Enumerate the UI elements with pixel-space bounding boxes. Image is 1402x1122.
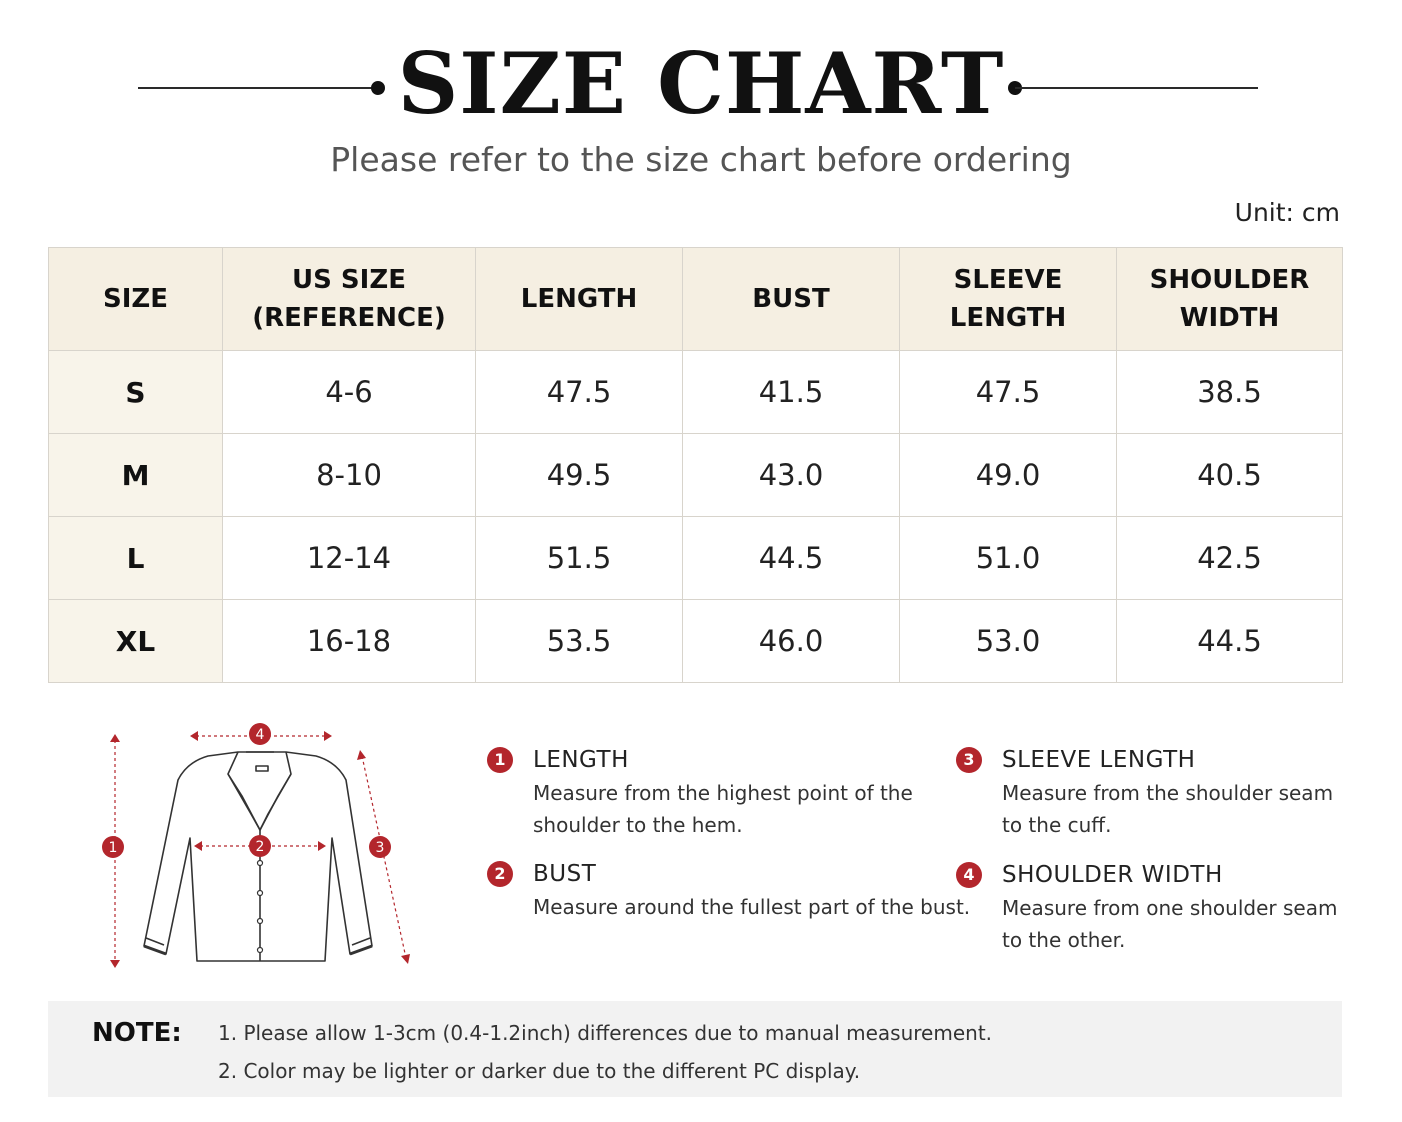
marker-3-icon: 3: [369, 836, 391, 858]
legend-description-line: Measure from the shoulder seam: [1002, 781, 1334, 805]
note-label: NOTE:: [92, 1018, 182, 1048]
table-header-row: SIZE US SIZE (REFERENCE) LENGTH BUST SLE…: [48, 247, 1343, 351]
legend-number-badge: 4: [956, 862, 982, 888]
legend-title: LENGTH: [533, 747, 629, 773]
shoulder-width-cell: 42.5: [1116, 516, 1343, 600]
table-row: XL 16-18 53.5 46.0 53.0 44.5: [48, 599, 1343, 683]
header-length: LENGTH: [475, 247, 683, 351]
svg-text:1: 1: [109, 840, 118, 856]
legend-shoulder-width: 4 SHOULDER WIDTH Measure from one should…: [956, 862, 1376, 952]
us-size-cell: 4-6: [222, 350, 476, 434]
header-line: SHOULDER: [1149, 265, 1310, 295]
size-cell: XL: [48, 599, 223, 683]
legend-title: SLEEVE LENGTH: [1002, 747, 1196, 773]
marker-4-icon: 4: [249, 723, 271, 745]
legend-number-badge: 3: [956, 747, 982, 773]
bust-cell: 46.0: [682, 599, 900, 683]
legend-description: Measure from the highest point of the sh…: [533, 777, 933, 841]
note-line: 1. Please allow 1-3cm (0.4-1.2inch) diff…: [218, 1021, 993, 1045]
marker-1-icon: 1: [102, 836, 124, 858]
legend-sleeve-length: 3 SLEEVE LENGTH Measure from the shoulde…: [956, 747, 1376, 837]
bust-cell: 44.5: [682, 516, 900, 600]
shoulder-width-cell: 40.5: [1116, 433, 1343, 517]
note-box: NOTE: 1. Please allow 1-3cm (0.4-1.2inch…: [48, 1001, 1342, 1097]
shirt-buttons: [256, 859, 264, 954]
note-line: 2. Color may be lighter or darker due to…: [218, 1059, 861, 1083]
measurement-markers: 1 2 3 4: [102, 723, 391, 858]
legend-description: Measure from one shoulder seam to the ot…: [1002, 892, 1382, 956]
legend-description-line: shoulder to the hem.: [533, 813, 743, 837]
length-cell: 47.5: [475, 350, 683, 434]
size-cell: M: [48, 433, 223, 517]
table-row: M 8-10 49.5 43.0 49.0 40.5: [48, 433, 1343, 517]
unit-label: Unit: cm: [1234, 198, 1340, 227]
header-sleeve-length: SLEEVE LENGTH: [899, 247, 1117, 351]
length-cell: 53.5: [475, 599, 683, 683]
sleeve-length-cell: 53.0: [899, 599, 1117, 683]
size-cell: L: [48, 516, 223, 600]
header-line: SIZE: [102, 284, 168, 314]
sleeve-length-cell: 51.0: [899, 516, 1117, 600]
header-line: BUST: [752, 284, 830, 314]
legend-title: SHOULDER WIDTH: [1002, 862, 1223, 888]
title-dot-left: [371, 81, 385, 95]
title-rule-left: [138, 87, 378, 89]
us-size-cell: 8-10: [222, 433, 476, 517]
length-cell: 49.5: [475, 433, 683, 517]
size-table: SIZE US SIZE (REFERENCE) LENGTH BUST SLE…: [48, 247, 1343, 683]
header-shoulder-width: SHOULDER WIDTH: [1116, 247, 1343, 351]
legend-bust: 2 BUST Measure around the fullest part o…: [487, 861, 970, 921]
legend-description-line: Measure from one shoulder seam: [1002, 896, 1338, 920]
header-line: LENGTH: [520, 284, 638, 314]
svg-text:2: 2: [256, 839, 265, 855]
shoulder-width-cell: 38.5: [1116, 350, 1343, 434]
bust-cell: 43.0: [682, 433, 900, 517]
header-size: SIZE: [48, 247, 223, 351]
table-row: L 12-14 51.5 44.5 51.0 42.5: [48, 516, 1343, 600]
header-line: LENGTH: [949, 303, 1067, 333]
header-bust: BUST: [682, 247, 900, 351]
legend-description-line: Measure around the fullest part of the b…: [533, 895, 971, 919]
header-line: (REFERENCE): [252, 303, 446, 333]
legend-description-line: Measure from the highest point of the: [533, 781, 913, 805]
legend-description: Measure around the fullest part of the b…: [533, 891, 973, 923]
size-cell: S: [48, 350, 223, 434]
legend-title: BUST: [533, 861, 597, 887]
garment-measurement-diagram: 1 2 3 4: [102, 723, 410, 968]
marker-2-icon: 2: [249, 835, 271, 857]
title-rule-right: [1015, 87, 1258, 89]
table-row: S 4-6 47.5 41.5 47.5 38.5: [48, 350, 1343, 434]
svg-text:4: 4: [256, 727, 265, 743]
page-subtitle: Please refer to the size chart before or…: [330, 140, 1072, 179]
length-cell: 51.5: [475, 516, 683, 600]
header-line: WIDTH: [1179, 303, 1280, 333]
measurement-arrow-heads: [110, 731, 410, 968]
legend-length: 1 LENGTH Measure from the highest point …: [487, 747, 913, 837]
shoulder-width-cell: 44.5: [1116, 599, 1343, 683]
legend-description-line: to the cuff.: [1002, 813, 1112, 837]
legend-number-badge: 2: [487, 861, 513, 887]
header-line: SLEEVE: [953, 265, 1063, 295]
legend-description: Measure from the shoulder seam to the cu…: [1002, 777, 1382, 841]
page-title: SIZE CHART: [397, 34, 1005, 133]
svg-text:3: 3: [376, 840, 385, 856]
legend-number-badge: 1: [487, 747, 513, 773]
header-us-size: US SIZE (REFERENCE): [222, 247, 476, 351]
us-size-cell: 16-18: [222, 599, 476, 683]
sleeve-length-cell: 49.0: [899, 433, 1117, 517]
legend-description-line: to the other.: [1002, 928, 1126, 952]
bust-cell: 41.5: [682, 350, 900, 434]
sleeve-length-cell: 47.5: [899, 350, 1117, 434]
header-line: US SIZE: [292, 265, 406, 295]
us-size-cell: 12-14: [222, 516, 476, 600]
